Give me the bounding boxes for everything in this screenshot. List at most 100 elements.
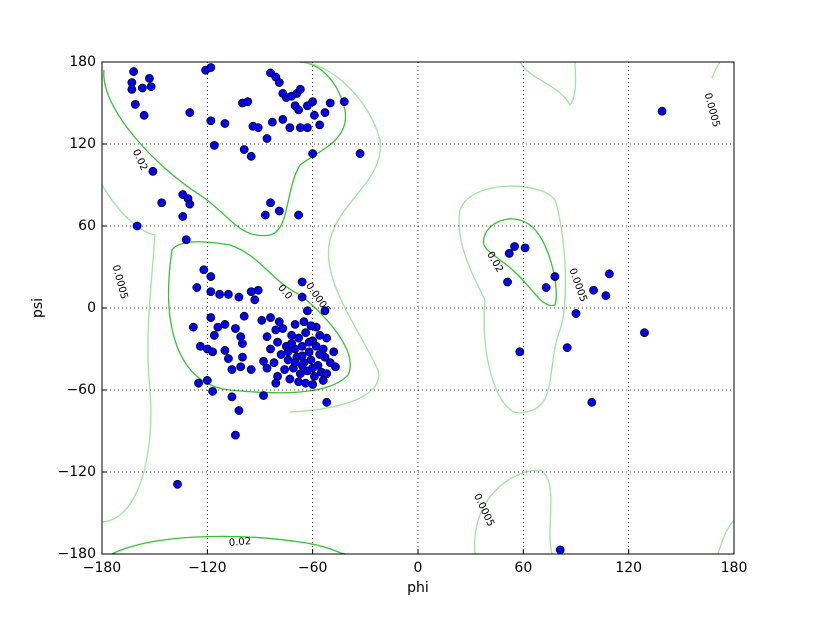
data-point [515,347,525,357]
data-point [339,97,349,107]
data-point [504,248,514,258]
x-tick-label: 120 [615,560,642,576]
data-point [302,123,312,132]
data-point [308,380,318,389]
data-point [297,341,307,351]
data-point [308,363,318,373]
data-point [236,362,246,372]
data-point [206,272,216,281]
data-point [209,330,219,340]
contour-line [474,469,553,555]
data-point [322,333,332,343]
data-point [253,123,263,132]
data-point [246,151,256,161]
data-point [562,343,572,353]
data-point [173,479,182,489]
data-point [227,392,237,402]
data-point [304,337,314,347]
y-tick-label: 180 [69,54,96,70]
data-point [234,292,244,302]
contour-line [111,535,346,555]
data-point [297,360,307,370]
data-point [130,99,140,109]
data-point [253,285,263,295]
x-tick-label: 180 [721,560,748,576]
data-point [243,97,253,107]
data-point [331,362,340,372]
data-point [297,292,307,302]
data-point [640,328,649,338]
data-point [271,325,281,335]
data-point [550,272,560,281]
data-point [231,430,240,440]
data-point [301,378,311,388]
y-axis-label: psi [30,298,46,318]
data-point [234,406,244,415]
data-point [541,283,551,292]
data-point [238,339,247,348]
data-point [287,339,297,348]
data-point [587,397,597,407]
data-point [301,328,311,338]
y-tick-label: 0 [87,300,96,316]
data-point [260,210,270,220]
data-point [208,347,218,357]
data-point [206,313,216,322]
data-point [227,365,237,374]
data-point [310,371,319,381]
data-point [220,345,230,355]
data-point [246,287,256,297]
data-point [259,356,268,366]
contour-line [289,61,381,413]
data-point [657,106,667,116]
data-point [194,378,203,388]
contour-line [711,61,721,79]
x-tick-label: −180 [83,560,121,576]
data-point [178,212,188,221]
data-point [510,242,519,251]
data-point [295,84,305,94]
data-point [306,355,316,365]
data-point [274,206,284,216]
data-point [157,198,167,208]
y-tick-label: 60 [78,218,96,234]
data-point [208,386,218,396]
data-point [146,82,156,91]
data-point [273,371,282,381]
data-point [315,350,325,359]
data-point [266,344,275,354]
data-point [267,117,277,127]
data-point [206,63,216,72]
data-point [294,210,304,220]
contour-line [519,61,577,107]
data-point [503,277,512,287]
data-point [273,337,282,347]
data-point [137,83,147,93]
data-point [220,119,230,128]
x-tick-label: −60 [298,560,328,576]
data-point [520,243,530,253]
contour-line [168,241,351,394]
data-point [355,149,365,158]
data-point [206,116,216,126]
x-axis-label: phi [407,580,429,596]
data-point [285,123,295,132]
data-point [181,235,191,245]
data-point [250,295,260,305]
y-tick-label: 120 [69,136,96,152]
data-point [322,397,332,407]
data-point [220,319,230,329]
contour-label: 0.02 [228,536,251,549]
data-point [209,140,219,150]
data-point [246,365,256,374]
y-tick-label: −180 [58,546,96,562]
x-tick-label: 0 [414,560,423,576]
contour-line [717,519,735,555]
data-point [308,149,318,158]
data-point [148,166,158,176]
contour-line [483,218,557,307]
data-point [129,67,139,76]
data-point [589,285,598,295]
data-point [199,265,209,275]
data-point [320,306,330,316]
